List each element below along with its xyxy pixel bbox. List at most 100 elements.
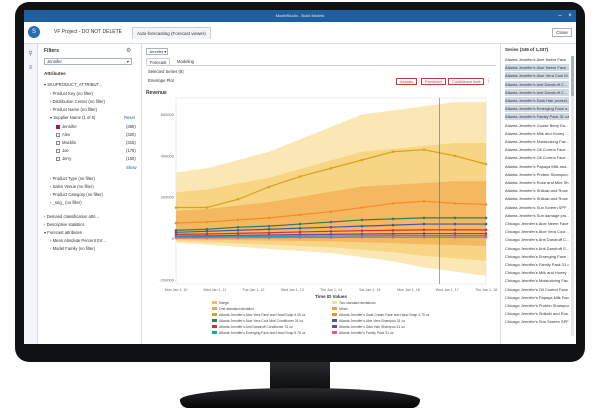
x-tick-label: Thu Jan 1, 14 [320,288,342,292]
scroll-thumb[interactable] [571,56,574,96]
series-list-item[interactable]: Chicago Jennifer's Oil Control Face ... [505,286,569,292]
series-list-item[interactable]: Atlanta Jennifer's Anti Dandruff C... [505,80,569,88]
series-list-item[interactable]: Atlanta Jennifer's Aloe Neem Face ... [505,57,569,62]
filter-sales-venue[interactable]: › Sales Venue (no filter) [50,184,94,189]
filter-model-family[interactable]: › Model Family (no filter) [50,246,96,251]
series-list-item[interactable]: Atlanta Jennifer's Emerging Face a... [505,105,569,113]
checkbox[interactable] [56,132,60,137]
filter-mape[interactable]: › Mean Absolute Percent Err... [50,238,106,243]
data-point [360,224,364,228]
confidence-limit-button[interactable]: Confidence limit [448,78,485,85]
show-link[interactable]: Show [126,165,137,170]
series-list-item[interactable]: Atlanta Jennifer's Anti Dandruff C... [505,88,569,96]
supplier-option[interactable]: Macklin [56,140,76,146]
series-list-item[interactable]: Chicago Jennifer's Anti Dandruff S... [505,245,569,251]
series-list-item[interactable]: Chicago Jennifer's Sun Screen SPF ... [505,319,569,325]
series-list-item[interactable]: Chicago Jennifer's Protein Shampoo... [505,303,569,308]
series-panel-title: Series (349 of 1,337) [505,47,549,52]
series-list-item[interactable]: Chicago Jennifer's Papaya Milk Face... [505,294,569,300]
option-count: (176) [126,148,136,153]
app-screen: ModelStudio - Build Models – × S VF Proj… [24,10,576,344]
predicted-button[interactable]: Predicted [421,78,446,85]
series-list-item[interactable]: Chicago Jennifer's Aloe Vera Cool ... [505,229,569,235]
data-point [453,222,457,226]
option-count: (320) [126,132,136,137]
data-point [422,216,426,220]
minimize-icon[interactable]: – [558,13,562,19]
series-list-item[interactable]: Atlanta Jennifer's Family Pack 31 oz [505,113,569,121]
data-point [484,203,488,206]
series-list-item[interactable]: Atlanta Jennifer's Goose Berry Eu... [505,122,569,128]
legend-label: Mean [339,307,348,311]
data-point [391,223,395,227]
project-name[interactable]: VF Project - DO NOT DELETE [54,29,122,35]
section-forecast-attributes[interactable]: ▾ Forecast attributes [44,230,82,235]
series-list-item[interactable]: Chicago Jennifer's Family Pack 31 oz [505,262,569,267]
series-list-item[interactable]: Atlanta Jennifer's Protein Shampoo... [505,171,569,177]
filter-icon[interactable]: ⚲ [28,51,33,57]
data-point [360,218,364,222]
series-list-item[interactable]: Chicago Jennifer's Emerging Face ... [505,253,569,259]
series-list-item[interactable]: Chicago Jennifer's Milk and Honey ... [505,270,569,276]
tab-forecast[interactable]: Forecast [146,58,171,65]
checkbox[interactable] [56,148,60,153]
series-list-item[interactable]: Atlanta Jennifer's Sun Screen SPF ... [505,204,569,210]
supplier-option[interactable]: Jerry [56,156,71,162]
series-list-item[interactable]: Atlanta Jennifer's Dark Hair protect... [505,97,569,104]
checkbox[interactable] [56,140,60,145]
supplier-option[interactable]: Alex [56,132,70,138]
data-point [360,206,364,209]
series-panel: Series (349 of 1,337) Atlanta Jennifer's… [500,44,576,344]
series-list-item[interactable]: Atlanta Jennifer's Papaya Milk and... [505,163,569,169]
attribute-group-sku[interactable]: ▾ SKUPRODUCT_ATTRIBUT... [44,82,103,87]
supplier-option[interactable]: Joe [56,148,69,154]
filter-settings-icon[interactable]: ⚙ [126,48,132,54]
series-list-item[interactable]: Atlanta Jennifer's Oil Control Face ... [505,155,569,161]
checkbox[interactable] [56,156,60,161]
data-point [329,225,333,229]
actuals-button[interactable]: Actuals [396,78,418,85]
list-icon[interactable]: ≡ [28,65,33,71]
series-list-item[interactable]: Chicago Jennifer's Anti Dandruff C... [505,237,569,243]
selected-series-label[interactable]: Selected Series (8) [148,69,184,74]
series-list-item[interactable]: Chicago Jennifer's Aloe Neem Face ... [505,221,569,226]
legend-label: Atlanta Jennifer's Aloe Vera Cool Mint C… [219,319,303,323]
series-list-item[interactable]: Atlanta Jennifer's Milk and Honey ... [505,130,569,136]
legend-swatch [212,313,217,316]
close-button[interactable]: Close [552,28,572,37]
filter-product-type[interactable]: › Product Type (no filter) [50,176,95,181]
series-list-item[interactable]: Chicago Jennifer's Moisturizing Fac... [505,278,569,284]
series-scrollbar[interactable] [571,56,574,336]
section-demand-classification[interactable]: › Demand classification attri... [44,214,99,219]
series-list-item[interactable]: Atlanta Jennifer's Oil Control Face ... [505,147,569,153]
series-list-item[interactable]: Atlanta Jennifer's Sun damage pro... [505,212,569,218]
filter-distribution-center[interactable]: › Distribution Center (no filter) [50,99,105,104]
data-point [391,150,395,154]
tab-modeling[interactable]: Modeling [177,59,194,64]
filter-product-name[interactable]: › Product Name (no filter) [50,107,98,112]
filter-product-key[interactable]: › Product Key (no filter) [50,91,94,96]
filter-product-category[interactable]: › Product Category (no filter) [50,192,103,197]
filter-seg[interactable]: › _seg_ (no filter) [50,200,82,205]
close-window-icon[interactable]: × [568,13,572,19]
y-tick-label: 0 [172,236,175,241]
series-list-item[interactable]: Atlanta Jennifer's Shikaki and Rose ... [505,188,569,194]
series-list-item[interactable]: Atlanta Jennifer's Moisturizing Fac... [505,139,569,144]
supplier-option[interactable]: Jennifer [56,124,77,130]
chart-options-icon[interactable]: ⋮ [486,78,491,84]
data-point [174,228,178,232]
reset-link[interactable]: Reset [124,115,135,120]
checkbox[interactable] [56,124,60,129]
pipeline-tab[interactable]: Auto-forecasting (Forecast viewer) [132,27,211,39]
filter-select[interactable]: Jennifer ▾ [44,58,132,65]
y-tick-label: -200000 [159,277,174,282]
series-list-item[interactable]: Chicago Jennifer's Shikaki and Ros... [505,311,569,317]
section-descriptive-statistics[interactable]: › Descriptive statistics [44,222,85,227]
series-list-item[interactable]: Atlanta Jennifer's Aloe Neem Face ... [505,64,569,72]
series-dropdown[interactable]: Jennifer ▾ [146,48,168,55]
legend-swatch [212,301,217,304]
series-list-item[interactable]: Atlanta Jennifer's Shikaki and Rose ... [505,196,569,202]
series-list-item[interactable]: Atlanta Jennifer's Rose and Mint Sh... [505,180,569,185]
series-list-item[interactable]: Atlanta Jennifer's Aloe Vera Cool M... [505,72,569,80]
filter-supplier-name[interactable]: ▾ Supplier Name (1 of 6) [50,115,96,120]
